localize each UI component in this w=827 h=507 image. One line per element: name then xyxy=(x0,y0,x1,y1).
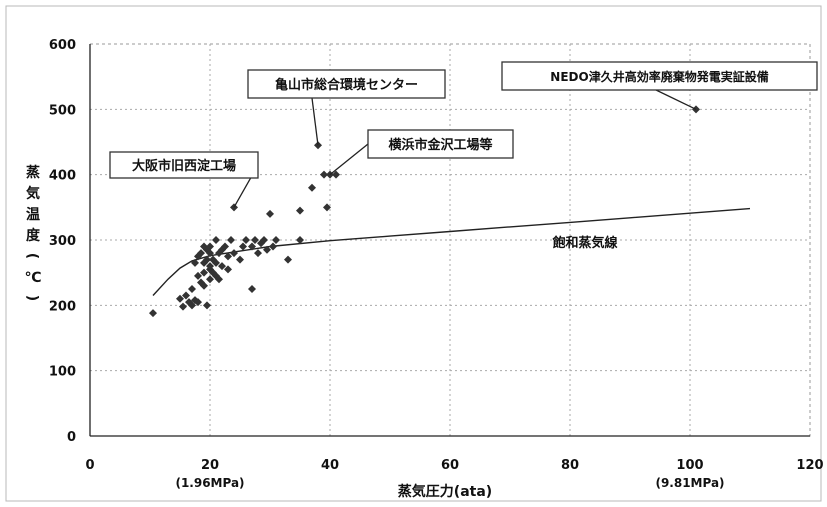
saturation-steam-line xyxy=(152,207,751,296)
data-point xyxy=(194,271,202,280)
y-tick-label: 100 xyxy=(49,365,76,380)
data-point xyxy=(236,255,244,264)
callout-label: 大阪市旧西淀工場 xyxy=(132,158,236,174)
callout-box xyxy=(109,151,259,179)
data-point xyxy=(230,249,238,258)
data-point xyxy=(191,258,199,267)
data-point xyxy=(221,242,229,251)
data-point xyxy=(242,236,250,244)
data-point xyxy=(197,249,205,258)
series-lines xyxy=(152,207,751,296)
data-point xyxy=(224,265,232,274)
saturation-curve-label: 飽和蒸気線 xyxy=(551,235,618,251)
data-point xyxy=(206,249,214,258)
data-point xyxy=(254,249,262,258)
tick-labels: 0 20 40 60 80 100 120 0 100 200 300 400 500 600 (1.96M… xyxy=(49,38,824,490)
x-tick-label: 100 xyxy=(676,458,703,473)
y-tick-label: 400 xyxy=(49,169,76,184)
y-axis-title-char: ) xyxy=(24,295,40,301)
data-point xyxy=(212,236,220,244)
callout-label: NEDO津久井高効率廃棄物発電実証設備 xyxy=(550,69,768,84)
callout-box xyxy=(501,61,818,91)
data-point xyxy=(332,170,340,179)
data-point xyxy=(239,242,247,251)
callout-leader xyxy=(655,89,697,110)
y-tick-label: 600 xyxy=(49,38,76,53)
x-sublabel: (1.96MPa) xyxy=(175,476,244,490)
x-tick-label: 60 xyxy=(441,458,459,473)
y-tick-label: 300 xyxy=(49,234,76,249)
data-point xyxy=(194,252,202,261)
data-point xyxy=(248,285,256,293)
y-axis-title-char: 気 xyxy=(26,185,40,202)
series-points xyxy=(149,105,700,318)
x-tick-label: 20 xyxy=(201,458,219,473)
data-point xyxy=(284,255,292,264)
data-point xyxy=(194,298,202,307)
x-tick-label: 120 xyxy=(796,458,823,473)
y-axis-title-char: ( xyxy=(24,253,40,259)
callout-label: 横浜市金沢工場等 xyxy=(388,137,492,153)
y-tick-label: 0 xyxy=(67,430,76,445)
callout-leader xyxy=(329,143,369,176)
data-point xyxy=(206,242,214,251)
data-point xyxy=(206,262,214,271)
data-point xyxy=(203,301,211,310)
data-point xyxy=(218,262,226,271)
y-axis-title-char: 度 xyxy=(26,227,41,244)
data-point xyxy=(149,309,157,318)
data-point xyxy=(296,206,304,215)
data-point xyxy=(215,275,223,284)
callout-leader xyxy=(311,97,319,146)
data-point xyxy=(212,258,220,267)
data-point xyxy=(188,301,196,310)
x-sublabel: (9.81MPa) xyxy=(655,476,724,490)
data-point xyxy=(323,203,331,212)
callout-label: 亀山市総合環境センター xyxy=(275,77,418,93)
y-tick-label: 500 xyxy=(49,103,76,118)
data-point xyxy=(296,236,304,244)
data-point xyxy=(206,275,214,284)
axes xyxy=(89,44,810,437)
data-point xyxy=(188,285,196,293)
x-tick-label: 0 xyxy=(85,458,94,473)
data-point xyxy=(272,236,280,244)
y-axis-title-char: 蒸 xyxy=(26,164,40,181)
callout-box xyxy=(247,69,446,99)
data-point xyxy=(203,255,211,264)
data-point xyxy=(260,236,268,244)
data-point xyxy=(179,302,187,311)
data-point xyxy=(224,252,232,261)
data-point xyxy=(182,291,190,300)
data-point xyxy=(269,242,277,251)
y-axis-title-char: ℃ xyxy=(25,270,42,286)
x-tick-label: 80 xyxy=(561,458,579,473)
data-point xyxy=(200,281,208,290)
y-tick-label: 200 xyxy=(49,299,76,314)
callout-box xyxy=(367,129,514,159)
data-point xyxy=(227,236,235,244)
x-axis-title: 蒸気圧力(ata) xyxy=(398,483,492,500)
data-point xyxy=(176,294,184,303)
data-point xyxy=(248,242,256,251)
data-point xyxy=(266,209,274,218)
data-point xyxy=(263,245,271,254)
data-point xyxy=(200,268,208,277)
data-point xyxy=(251,236,259,244)
y-axis-title-char: 温 xyxy=(26,207,40,223)
data-point xyxy=(308,183,316,192)
x-tick-label: 40 xyxy=(321,458,339,473)
data-point xyxy=(320,170,328,179)
